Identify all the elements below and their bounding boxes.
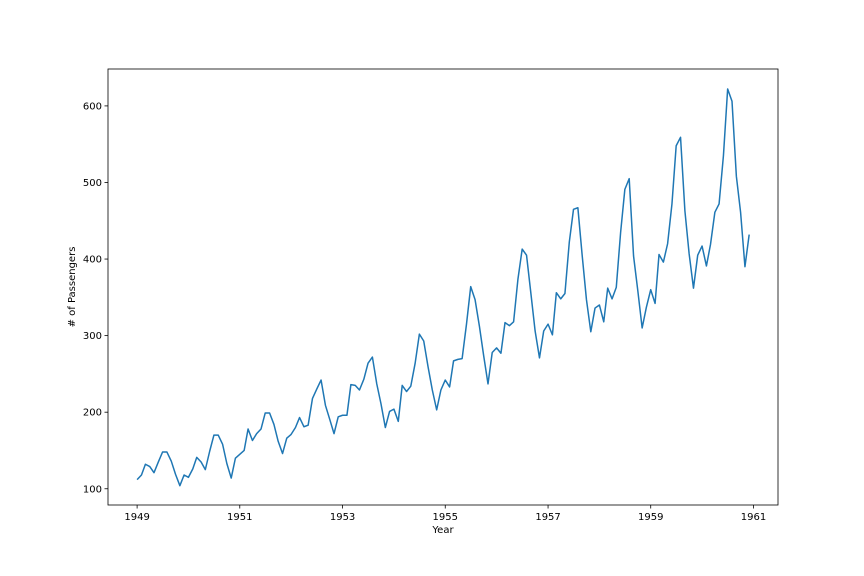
x-tick-label: 1949 (124, 512, 149, 523)
x-tick-label: 1953 (330, 512, 355, 523)
y-tick-label: 600 (83, 101, 102, 112)
x-tick-label: 1955 (433, 512, 458, 523)
y-tick-label: 200 (83, 408, 102, 419)
plot-area-background (108, 69, 778, 505)
y-tick-label: 300 (83, 331, 102, 342)
y-axis: 100 200 300 400 500 600 (83, 101, 108, 495)
y-tick-label: 400 (83, 255, 102, 266)
x-axis: 1949 1951 1953 1955 1957 1959 1961 (124, 505, 766, 523)
x-tick-label: 1959 (638, 512, 663, 523)
x-axis-title: Year (431, 525, 454, 536)
x-tick-label: 1961 (741, 512, 766, 523)
x-tick-label: 1957 (535, 512, 560, 523)
series-line-0 (136, 88, 750, 487)
y-tick-label: 500 (83, 178, 102, 189)
x-tick-label: 1951 (227, 512, 252, 523)
y-axis-title: # of Passengers (67, 247, 78, 328)
y-tick-label: 100 (83, 484, 102, 495)
series-layer (136, 88, 750, 487)
plot-frame (107, 68, 779, 506)
